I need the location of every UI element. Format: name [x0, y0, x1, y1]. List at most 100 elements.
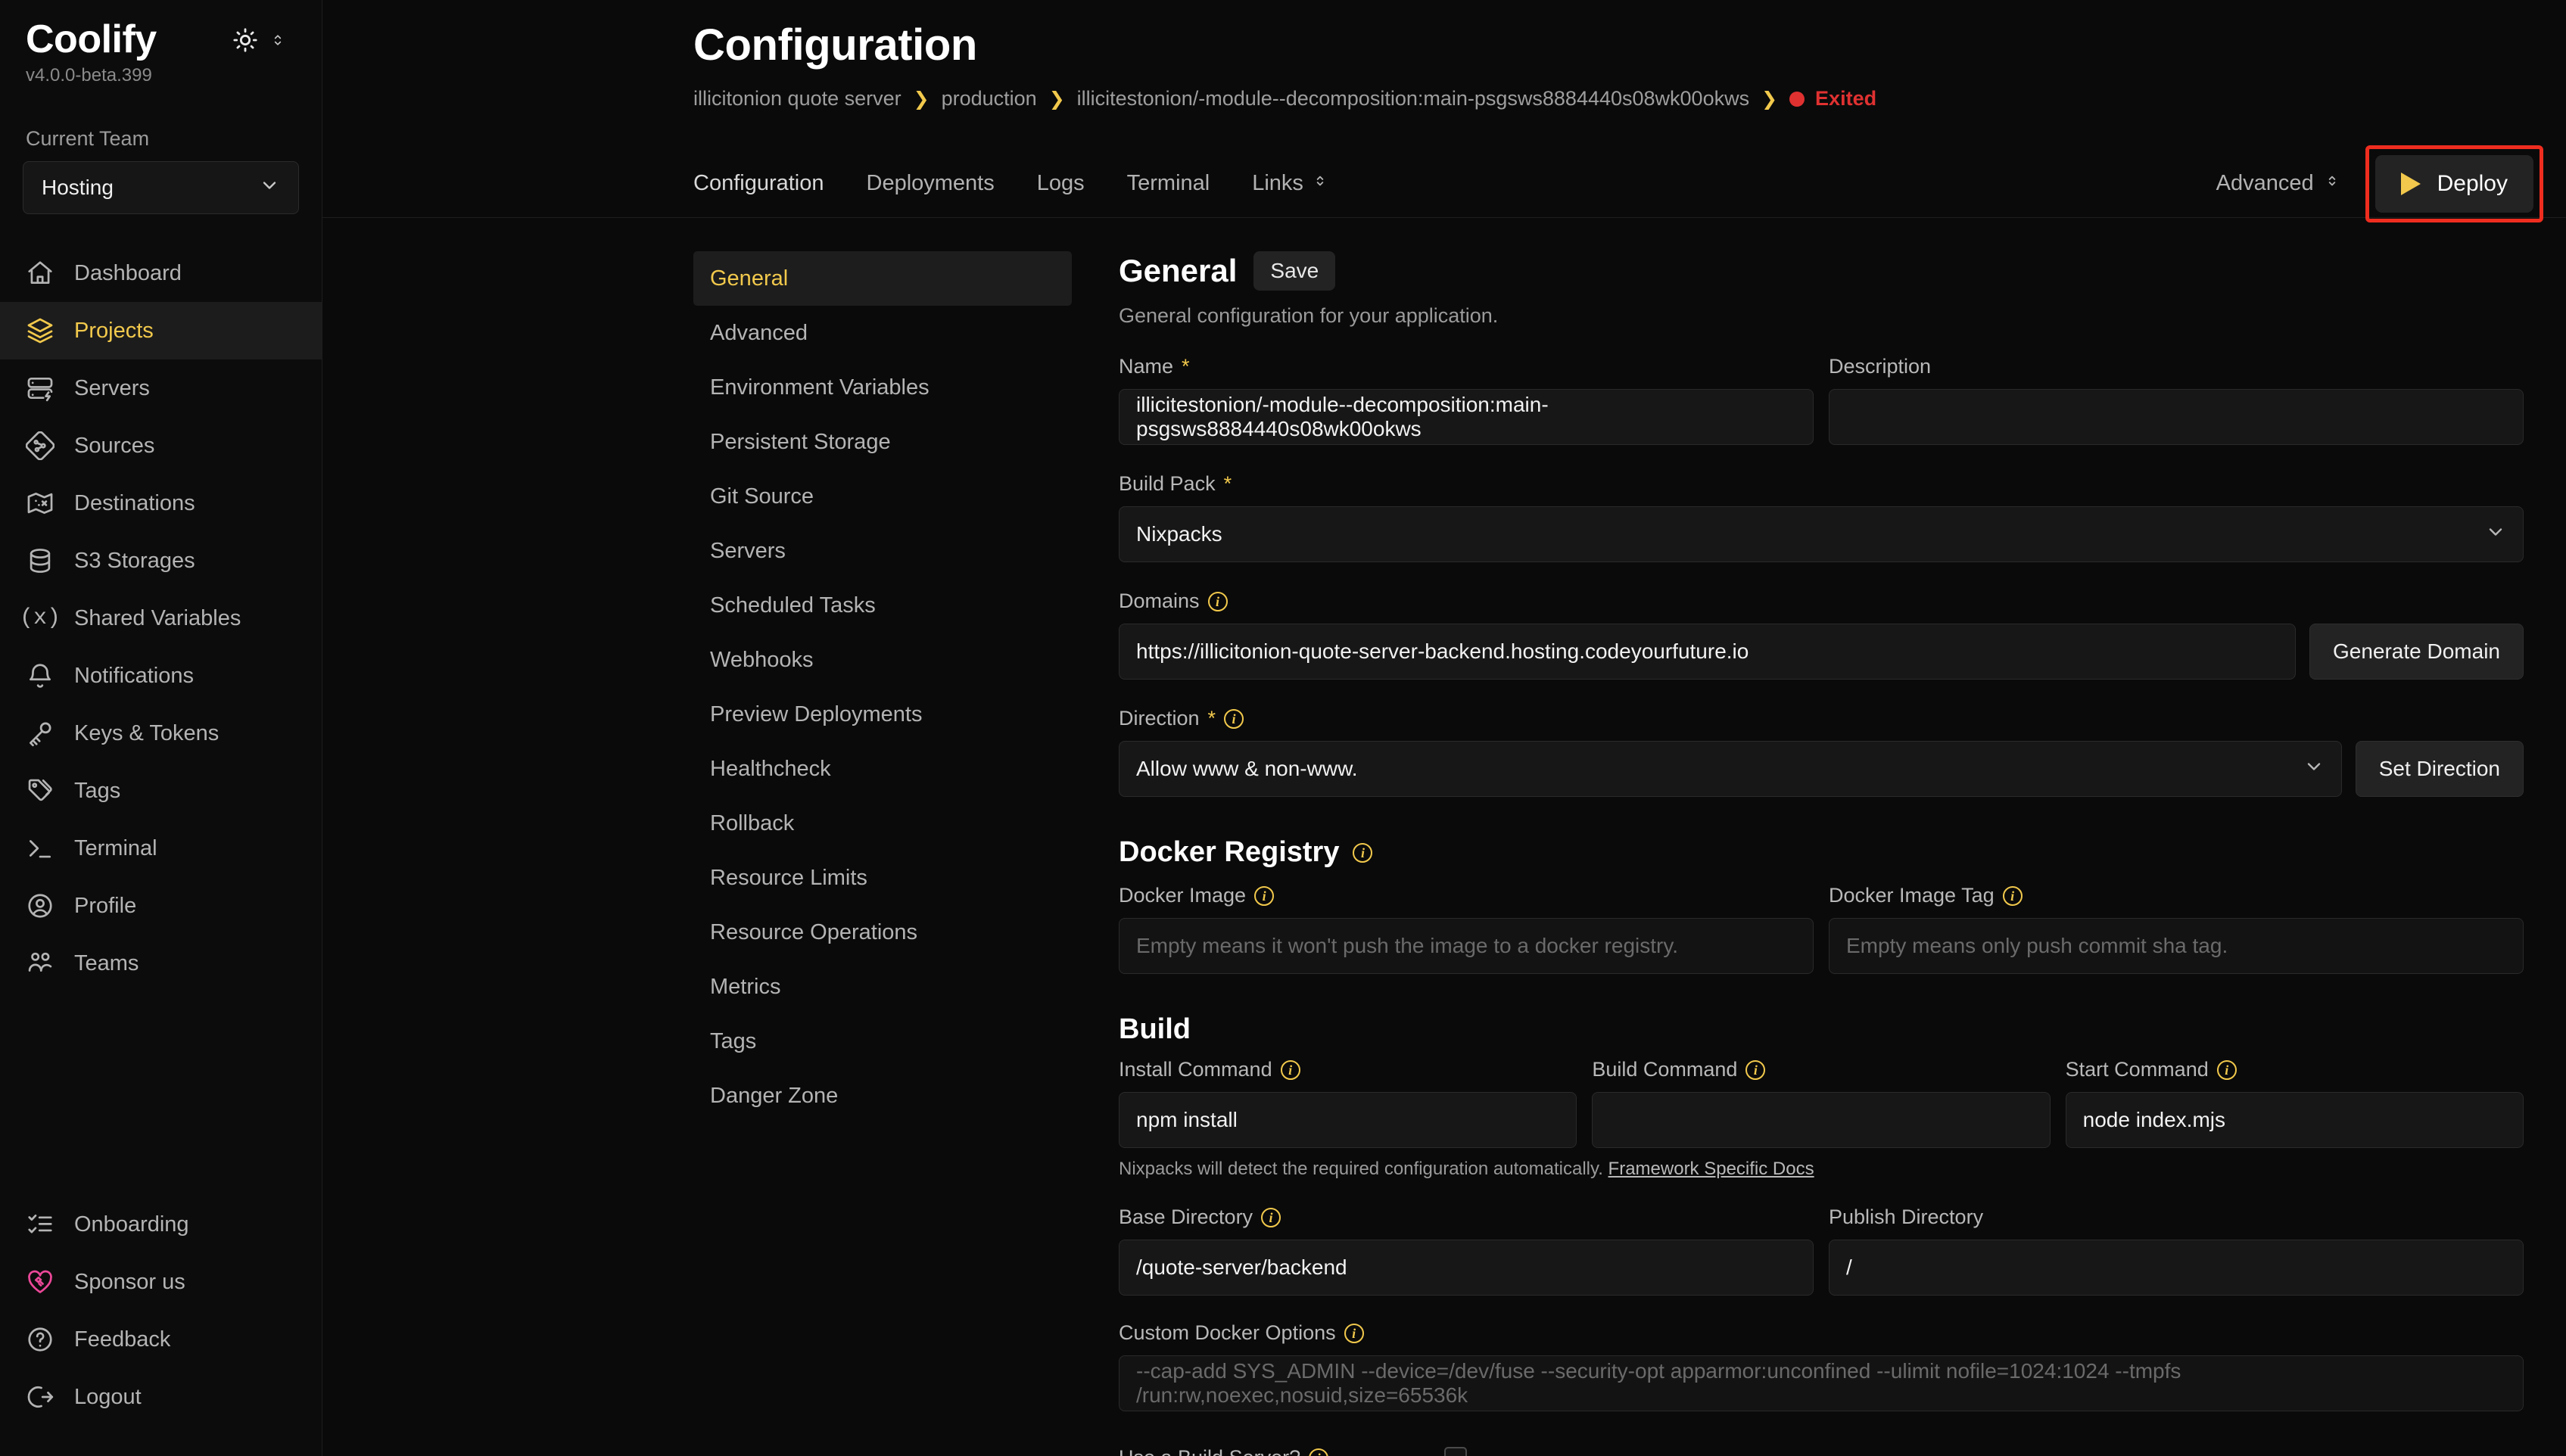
subnav-item-resource-limits[interactable]: Resource Limits	[710, 865, 867, 890]
install-command-input[interactable]: npm install	[1119, 1092, 1577, 1148]
info-icon[interactable]: i	[1254, 885, 1275, 906]
domains-input[interactable]: https://illicitonion-quote-server-backen…	[1119, 624, 2296, 680]
bell-icon	[26, 661, 54, 690]
subnav-item-resource-operations[interactable]: Resource Operations	[710, 919, 918, 944]
sidebar-item-dashboard[interactable]: Dashboard	[0, 244, 322, 302]
sidebar-item-sponsor-us[interactable]: Sponsor us	[0, 1253, 322, 1311]
buildpack-label-row: Build Pack *	[1119, 472, 2524, 496]
deploy-button-label: Deploy	[2437, 170, 2508, 196]
deploy-button-highlight: Deploy	[2365, 145, 2543, 222]
start-command-input[interactable]: node index.mjs	[2065, 1092, 2524, 1148]
sidebar-item-label: Projects	[74, 318, 154, 343]
sidebar-item-onboarding[interactable]: Onboarding	[0, 1196, 322, 1253]
info-icon[interactable]: i	[1309, 1448, 1329, 1456]
subnav-item-rollback[interactable]: Rollback	[710, 810, 795, 835]
build-heading-row: Build	[1119, 1013, 2524, 1046]
subnav-item-preview-deployments[interactable]: Preview Deployments	[710, 702, 923, 726]
chevron-up-down-icon	[2325, 171, 2340, 197]
status-text: Exited	[1815, 87, 1877, 110]
generate-domain-button[interactable]: Generate Domain	[2309, 624, 2524, 680]
base-directory-input[interactable]: /quote-server/backend	[1119, 1240, 1814, 1296]
sidebar-item-servers[interactable]: Servers	[0, 359, 322, 417]
direction-field-group: Direction * i Allow www & non-www.	[1119, 707, 2342, 797]
description-input[interactable]	[1829, 389, 2524, 445]
sun-icon[interactable]	[232, 27, 258, 53]
sidebar-item-terminal[interactable]: Terminal	[0, 820, 322, 877]
build-server-checkbox[interactable]	[1444, 1446, 1467, 1456]
subnav-item-healthcheck[interactable]: Healthcheck	[710, 756, 831, 781]
team-select[interactable]: Hosting	[23, 161, 299, 214]
breadcrumb-environment[interactable]: production	[941, 87, 1037, 110]
install-command-value: npm install	[1136, 1108, 1238, 1131]
docker-image-tag-input[interactable]: Empty means only push commit sha tag.	[1829, 918, 2524, 974]
subnav-item-git-source[interactable]: Git Source	[710, 484, 814, 509]
info-icon[interactable]: i	[1344, 1323, 1364, 1343]
framework-specific-docs-link[interactable]: Framework Specific Docs	[1608, 1159, 1814, 1179]
chevron-right-icon: ❯	[1761, 88, 1778, 110]
sidebar-item-shared-variables[interactable]: (x) Shared Variables	[0, 590, 322, 647]
deploy-button[interactable]: Deploy	[2374, 154, 2533, 213]
name-input[interactable]: illicitestonion/-module--decomposition:m…	[1119, 389, 1814, 445]
direction-label: Direction	[1119, 707, 1200, 730]
docker-image-input[interactable]: Empty means it won't push the image to a…	[1119, 918, 1814, 974]
docker-image-tag-label-row: Docker Image Tag i	[1829, 884, 2524, 907]
general-title: General	[1119, 253, 1238, 288]
info-icon[interactable]: i	[2002, 885, 2023, 906]
sidebar-item-teams[interactable]: Teams	[0, 935, 322, 992]
general-header: General Save	[1119, 251, 2524, 291]
database-icon	[26, 546, 54, 575]
info-icon[interactable]: i	[1261, 1207, 1281, 1227]
publish-directory-label: Publish Directory	[1829, 1206, 1984, 1228]
build-server-label-row: Use a Build Server? i	[1119, 1446, 1444, 1456]
info-icon[interactable]: i	[1224, 708, 1244, 729]
subnav-item-webhooks[interactable]: Webhooks	[710, 647, 814, 672]
description-label: Description	[1829, 355, 1932, 378]
breadcrumb-project[interactable]: illicitonion quote server	[693, 87, 902, 110]
subnav-item-environment-variables[interactable]: Environment Variables	[710, 375, 930, 400]
sidebar-item-logout[interactable]: Logout	[0, 1368, 322, 1426]
subnav-item-metrics[interactable]: Metrics	[710, 974, 781, 999]
breadcrumb: illicitonion quote server ❯ production ❯…	[693, 87, 2566, 110]
info-icon[interactable]: i	[2216, 1059, 2237, 1080]
direction-select[interactable]: Allow www & non-www.	[1119, 741, 2342, 797]
sidebar-item-notifications[interactable]: Notifications	[0, 647, 322, 705]
sidebar-item-sources[interactable]: Sources	[0, 417, 322, 474]
breadcrumb-resource[interactable]: illicitestonion/-module--decomposition:m…	[1076, 87, 1750, 110]
sidebar-item-keys-tokens[interactable]: Keys & Tokens	[0, 705, 322, 762]
custom-docker-options-input[interactable]: --cap-add SYS_ADMIN --device=/dev/fuse -…	[1119, 1355, 2524, 1411]
subnav-item-danger-zone[interactable]: Danger Zone	[710, 1083, 839, 1108]
sidebar-item-destinations[interactable]: Destinations	[0, 474, 322, 532]
buildpack-select[interactable]: Nixpacks	[1119, 506, 2524, 562]
docker-image-tag-field-group: Docker Image Tag i Empty means only push…	[1829, 884, 2524, 974]
tab-links[interactable]: Links	[1252, 171, 1328, 197]
info-icon[interactable]: i	[1745, 1059, 1766, 1080]
sidebar-item-feedback[interactable]: Feedback	[0, 1311, 322, 1368]
subnav-item-servers[interactable]: Servers	[710, 538, 786, 563]
subnav-item-general[interactable]: General	[693, 251, 1072, 306]
tab-configuration[interactable]: Configuration	[693, 171, 824, 195]
chevron-up-down-icon[interactable]	[270, 27, 285, 53]
sidebar-item-projects[interactable]: Projects	[0, 302, 322, 359]
tab-logs[interactable]: Logs	[1036, 171, 1085, 195]
info-icon[interactable]: i	[1207, 591, 1228, 611]
build-command-input[interactable]	[1592, 1092, 2051, 1148]
sidebar-item-label: Feedback	[74, 1327, 171, 1352]
install-command-label-row: Install Command i	[1119, 1058, 1577, 1081]
info-icon[interactable]: i	[1280, 1059, 1300, 1080]
save-button[interactable]: Save	[1253, 251, 1336, 291]
advanced-menu-button[interactable]: Advanced	[2216, 171, 2340, 197]
build-server-row: Use a Build Server? i	[1119, 1446, 2524, 1456]
info-icon[interactable]: i	[1353, 842, 1373, 863]
subnav-item-tags[interactable]: Tags	[710, 1028, 757, 1053]
publish-directory-input[interactable]: /	[1829, 1240, 2524, 1296]
tab-terminal[interactable]: Terminal	[1126, 171, 1210, 195]
sidebar-item-tags[interactable]: Tags	[0, 762, 322, 820]
subnav-item-persistent-storage[interactable]: Persistent Storage	[710, 429, 891, 454]
tab-deployments[interactable]: Deployments	[866, 171, 995, 195]
subnav-item-scheduled-tasks[interactable]: Scheduled Tasks	[710, 593, 876, 618]
set-direction-button[interactable]: Set Direction	[2355, 741, 2524, 797]
subnav-item-advanced[interactable]: Advanced	[710, 320, 808, 345]
sidebar-item-s3-storages[interactable]: S3 Storages	[0, 532, 322, 590]
sidebar-item-profile[interactable]: Profile	[0, 877, 322, 935]
sidebar-item-label: Notifications	[74, 663, 194, 688]
